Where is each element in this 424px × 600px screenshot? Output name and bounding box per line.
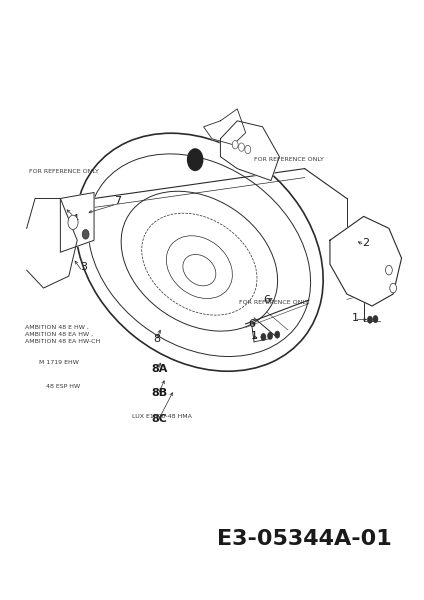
Text: 48 ESP HW: 48 ESP HW: [46, 384, 80, 389]
Circle shape: [275, 331, 280, 338]
Text: AMBITION 48 EA HW-CH: AMBITION 48 EA HW-CH: [25, 339, 100, 344]
Text: 1: 1: [251, 331, 258, 341]
Text: 5: 5: [192, 155, 199, 164]
Text: AMBITION 48 EA HW ,: AMBITION 48 EA HW ,: [25, 332, 93, 337]
Text: 8A: 8A: [151, 364, 167, 374]
Text: 4: 4: [72, 214, 79, 224]
Circle shape: [261, 334, 266, 341]
Text: M 1719 EHW: M 1719 EHW: [39, 360, 79, 365]
Polygon shape: [60, 193, 94, 252]
Text: 8C: 8C: [151, 415, 167, 424]
Text: FOR REFERENCE ONLY: FOR REFERENCE ONLY: [240, 301, 309, 305]
Text: 3: 3: [80, 262, 87, 272]
Circle shape: [187, 149, 203, 170]
Text: 1: 1: [352, 313, 359, 323]
Text: 6: 6: [263, 295, 270, 305]
Text: FOR REFERENCE ONLY: FOR REFERENCE ONLY: [254, 157, 324, 162]
Text: LUX E1800-48 HMA: LUX E1800-48 HMA: [132, 414, 192, 419]
Text: 6: 6: [248, 319, 256, 329]
Circle shape: [239, 143, 244, 151]
Circle shape: [232, 140, 238, 149]
Circle shape: [368, 316, 373, 323]
Circle shape: [68, 215, 78, 230]
Circle shape: [82, 230, 89, 239]
Text: 8B: 8B: [151, 388, 167, 398]
Circle shape: [390, 283, 396, 293]
Circle shape: [385, 265, 392, 275]
Text: 8: 8: [153, 334, 161, 344]
Circle shape: [268, 332, 273, 340]
Polygon shape: [204, 109, 245, 145]
Circle shape: [373, 316, 378, 323]
Text: 2: 2: [362, 238, 369, 248]
Polygon shape: [220, 121, 279, 181]
Circle shape: [245, 145, 251, 154]
Text: FOR REFERENCE ONLY: FOR REFERENCE ONLY: [29, 169, 99, 174]
Text: 7: 7: [114, 196, 121, 206]
Text: AMBITION 48 E HW ,: AMBITION 48 E HW ,: [25, 325, 89, 329]
Text: E3-05344A-01: E3-05344A-01: [217, 529, 392, 549]
Polygon shape: [27, 199, 77, 288]
Polygon shape: [330, 217, 402, 306]
